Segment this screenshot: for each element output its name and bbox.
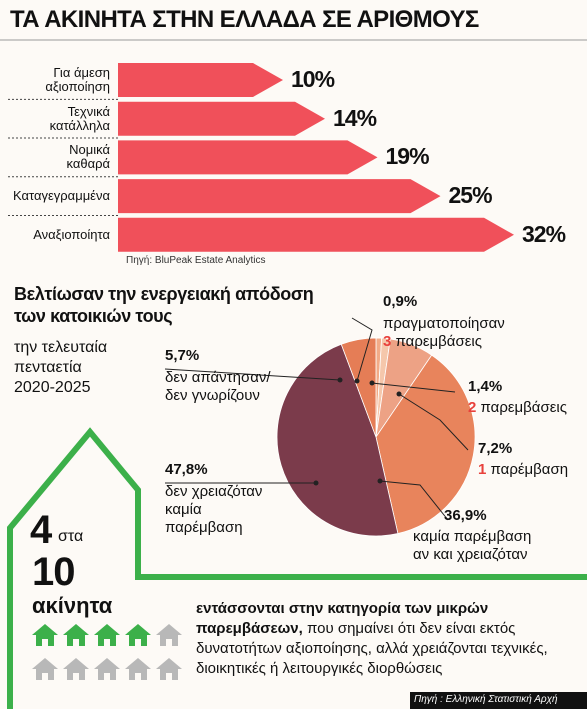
stat-label: ακίνητα (32, 593, 113, 618)
leader-line (379, 480, 449, 521)
house-outline (7, 427, 587, 709)
footer-bar (410, 692, 587, 709)
bar (118, 140, 378, 175)
stat-total: 10 (32, 550, 75, 594)
value-label: 32% (522, 220, 566, 247)
note-text: που σημαίνει ότι δεν είναι εκτός δυνατοτ… (196, 620, 548, 677)
bar (118, 217, 514, 252)
pie-category: πραγματοποίησαν 3 παρεμβάσεις (383, 315, 505, 350)
value-label: 25% (448, 182, 493, 209)
leader-line (164, 368, 341, 381)
leader-line (371, 382, 456, 393)
pie-value-label: 47,8% (165, 461, 208, 478)
pie-category: 2 παρεμβάσεις (468, 399, 567, 416)
bar-category: Τεχνικά κατάλληλα (49, 103, 110, 133)
bar-category: Καταγεγραμμένα (13, 188, 110, 204)
value-label: 10% (291, 66, 335, 92)
note-lead: εντάσσονται στην κατηγορία των μικρών πα… (196, 600, 489, 637)
leader-line (398, 393, 469, 451)
bar (118, 101, 325, 136)
house-icon (63, 624, 89, 646)
pie-category: 1 παρέμβαση (478, 461, 569, 478)
stat-count: 4 (30, 508, 52, 552)
house-icon (125, 624, 151, 646)
bar (118, 179, 441, 214)
bar-source: Πηγή: BluPeak Estate Analytics (126, 255, 266, 266)
leader-line (351, 317, 373, 382)
house-icon (94, 624, 120, 646)
page-title: ΤΑ ΑΚΙΝΗΤΑ ΣΤΗΝ ΕΛΛΑΔΑ ΣΕ ΑΡΙΘΜΟΥΣ (10, 6, 479, 33)
leader-dot (354, 378, 360, 384)
house-icon (156, 658, 182, 680)
leader-dot (396, 391, 402, 397)
value-label: 14% (333, 104, 377, 131)
house-icon (32, 624, 58, 646)
leader-dot (313, 480, 319, 486)
house-icon (156, 624, 182, 646)
house-icon (125, 658, 151, 680)
pie-category: δεν απάντησαν/ δεν γνωρίζουν (165, 369, 271, 404)
value-label: 19% (385, 143, 430, 170)
pie-category: δεν χρειαζόταν καμία παρέμβαση (165, 483, 263, 536)
house-icon (94, 658, 120, 680)
pie-value-label: 7,2% (478, 440, 513, 457)
pie-value-label: 0,9% (383, 293, 418, 310)
pie-subtitle: την τελευταία πενταετία 2020-2025 (14, 339, 108, 396)
pie-slice (340, 337, 377, 438)
leader-dot (369, 380, 375, 386)
leader-dot (377, 478, 383, 484)
leader-dot (337, 377, 343, 383)
house-icon (63, 658, 89, 680)
house-icon (32, 658, 58, 680)
bar-category: Αναξιοποίητα (33, 226, 110, 242)
bar-category: Για άμεση αξιοποίηση (45, 65, 110, 94)
bar (118, 63, 283, 97)
pie-value-label: 36,9% (444, 507, 487, 524)
pie-value-label: 1,4% (468, 378, 503, 395)
pie-title: Βελτίωσαν την ενεργειακή απόδοση των κατ… (14, 284, 314, 326)
stat-of: στα (58, 528, 84, 545)
pie-slice (276, 343, 399, 537)
pie-value-label: 5,7% (165, 347, 200, 364)
pie-slice (375, 354, 476, 535)
bar-category: Νομικά καθαρά (66, 142, 110, 172)
note: εντάσσονται στην κατηγορία των μικρών πα… (196, 599, 581, 679)
pie-category: καμία παρέμβαση αν και χρειαζόταν (413, 528, 532, 563)
footer-source: Πηγή : Ελληνική Στατιστική Αρχή (414, 694, 558, 705)
